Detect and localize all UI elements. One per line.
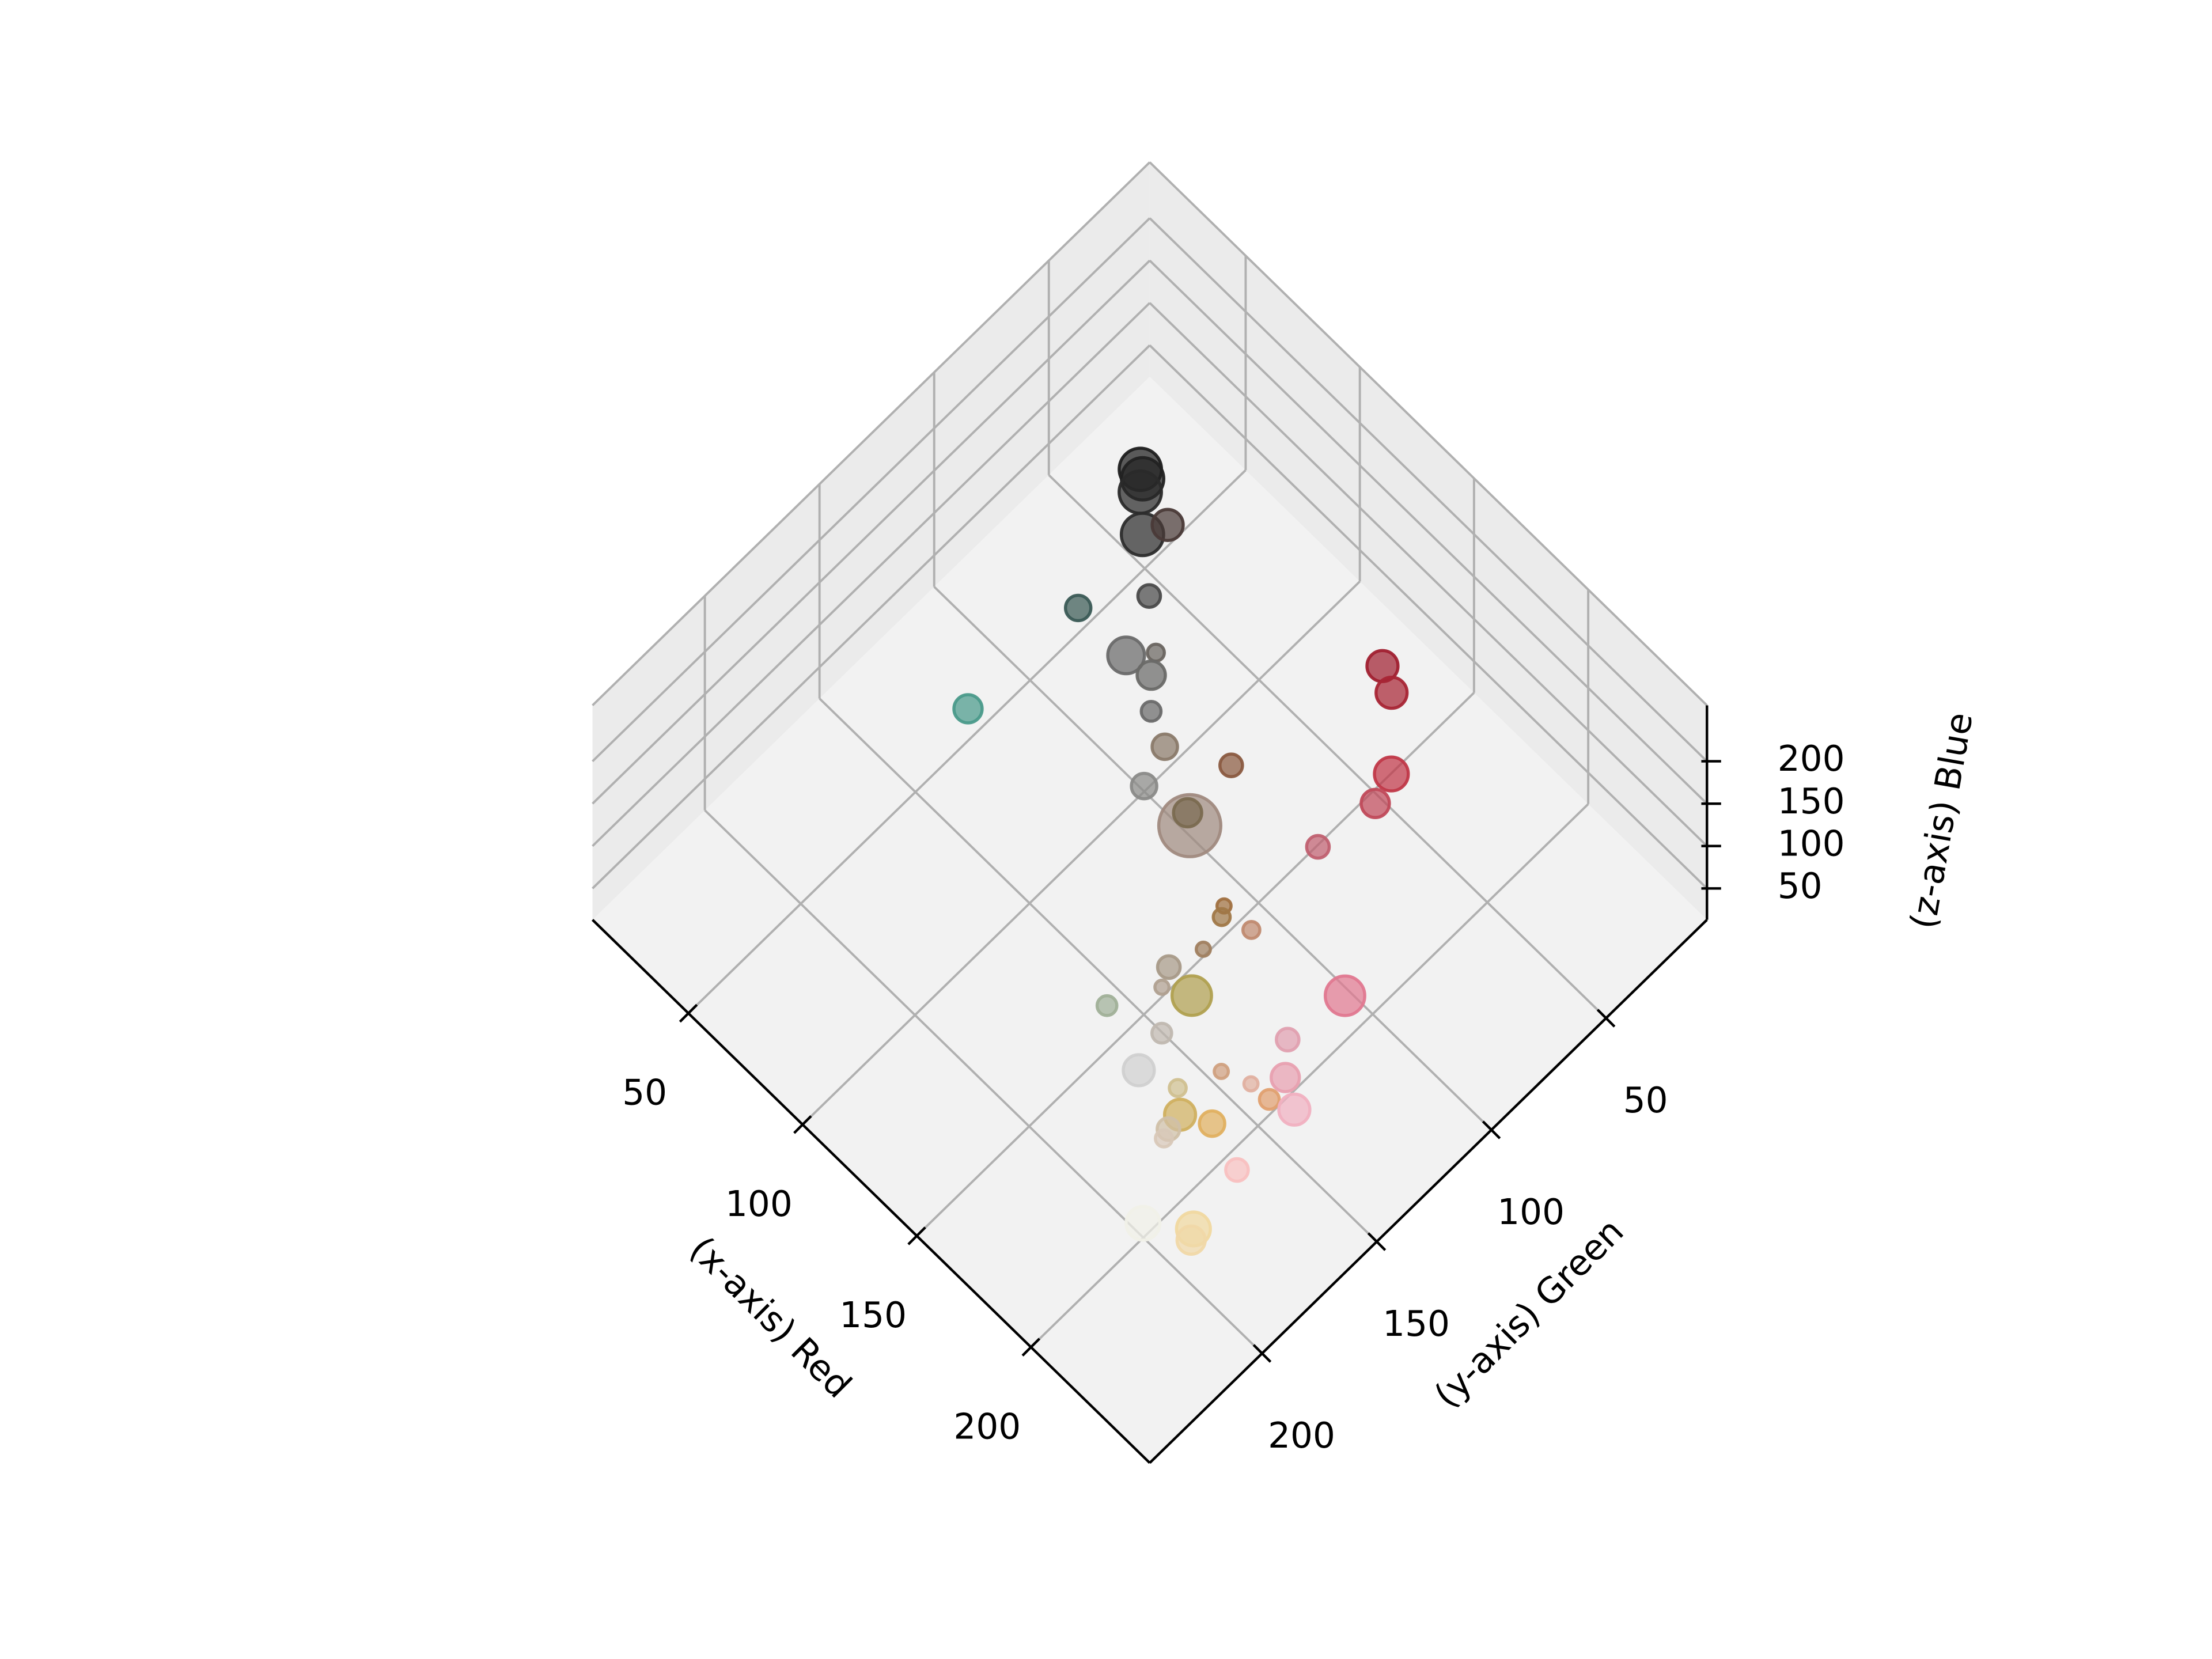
data-point [1150, 732, 1179, 762]
grid-line [704, 809, 1263, 1354]
data-point [1150, 1021, 1173, 1045]
z-tick-label: 150 [1778, 781, 1845, 822]
z-tick-label: 50 [1778, 866, 1823, 907]
pane-edge [592, 161, 1151, 706]
data-point [1170, 974, 1213, 1017]
data-point [1373, 755, 1410, 793]
data-point [1106, 635, 1146, 676]
data-point [1218, 752, 1244, 778]
data-point [1194, 940, 1212, 958]
data-point [1270, 1062, 1301, 1093]
x-tick [793, 1115, 812, 1134]
y-tick [1252, 1344, 1272, 1363]
data-point [1277, 1092, 1312, 1127]
data-point [1153, 978, 1171, 996]
data-point [1359, 787, 1391, 819]
data-point [1242, 1075, 1260, 1093]
x-tick-label: 200 [953, 1406, 1021, 1447]
grid-line [801, 580, 1361, 1126]
x-tick [679, 1003, 698, 1023]
data-point [1211, 907, 1232, 927]
data-point [1146, 642, 1166, 663]
data-point [1150, 507, 1185, 542]
grid [592, 161, 1708, 1354]
grid-line [687, 469, 1247, 1014]
data-point [1374, 676, 1409, 710]
x-tick [1021, 1338, 1041, 1357]
z-tick-label: 100 [1778, 823, 1845, 864]
x-tick-label: 50 [622, 1073, 667, 1113]
data-point [1198, 1109, 1226, 1138]
data-point [1156, 954, 1182, 980]
grid-line [592, 259, 1151, 805]
grid-line [1149, 259, 1708, 805]
data-point [1323, 974, 1366, 1017]
y-axis-line [1149, 919, 1708, 1464]
left-wall-pane [592, 162, 1150, 920]
x-tick [907, 1226, 926, 1245]
data-point [1275, 1027, 1301, 1053]
x-tick-label: 150 [839, 1295, 907, 1336]
data-point [1154, 1128, 1174, 1149]
x-tick-label: 100 [725, 1184, 793, 1225]
data-point [1135, 659, 1167, 691]
points [952, 446, 1410, 1256]
y-tick [1482, 1120, 1501, 1139]
grid-line [592, 217, 1151, 763]
y-tick-label: 100 [1497, 1192, 1565, 1233]
data-point [1063, 593, 1093, 623]
data-point [1122, 1053, 1156, 1088]
data-point [1130, 771, 1158, 801]
pane-edge [1149, 161, 1708, 706]
x-axis-line [592, 919, 1151, 1464]
panes [592, 162, 1707, 1463]
y-tick-label: 150 [1382, 1304, 1450, 1344]
grid-line [933, 586, 1493, 1131]
data-point [1124, 1205, 1162, 1242]
data-point [1257, 1088, 1281, 1111]
data-point [952, 693, 984, 725]
data-point [1095, 994, 1119, 1017]
data-point [1241, 919, 1262, 940]
x-axis-label: (x-axis) Red [681, 1229, 859, 1406]
grid-line [1030, 803, 1589, 1349]
y-tick [1596, 1009, 1616, 1028]
y-axis-label: (y-axis) Green [1426, 1211, 1631, 1416]
grid-line [592, 344, 1151, 889]
grid-line [1149, 302, 1708, 847]
right-wall-pane [1149, 162, 1707, 920]
z-axis-label: (z-axis) Blue [1903, 710, 1981, 932]
data-point [1139, 700, 1163, 723]
y-tick [1367, 1232, 1387, 1251]
grid-line [1048, 474, 1607, 1019]
grid-line [592, 302, 1151, 847]
z-tick-label: 200 [1778, 738, 1845, 779]
data-point [1175, 1224, 1207, 1256]
data-point [1118, 469, 1163, 515]
data-point [1168, 1078, 1188, 1099]
data-point [1213, 1063, 1230, 1080]
y-tick-label: 200 [1268, 1415, 1335, 1456]
data-point [1224, 1157, 1250, 1183]
data-point [1305, 834, 1331, 860]
grid-line [1149, 217, 1708, 763]
grid-line [1149, 344, 1708, 889]
y-tick-label: 50 [1623, 1080, 1668, 1121]
data-point [1172, 797, 1203, 829]
data-point [1136, 583, 1162, 609]
grid-line [819, 698, 1378, 1243]
